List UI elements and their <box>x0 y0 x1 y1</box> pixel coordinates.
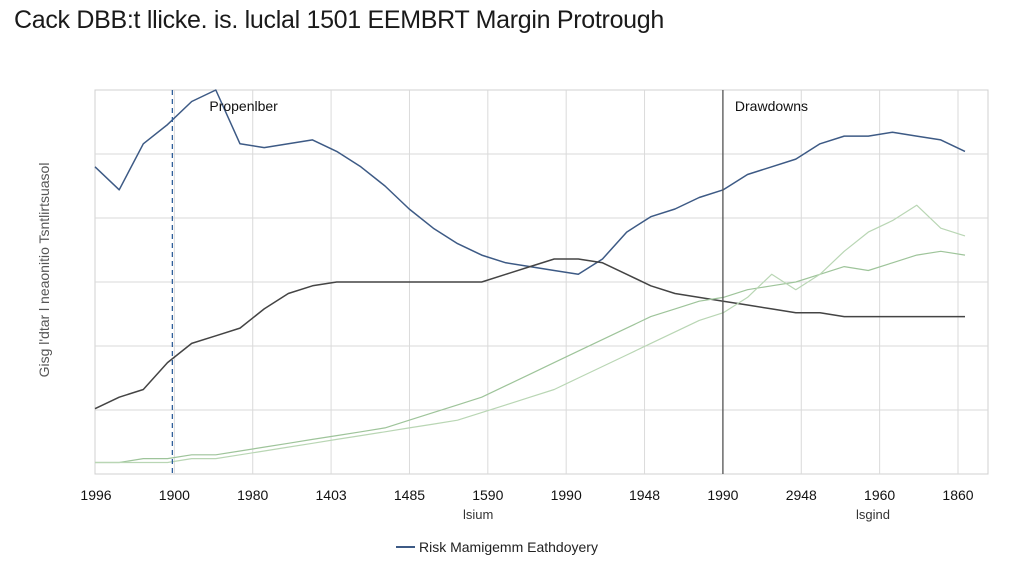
x-tick-labels: 1996 1900 1980 1403 1485 1590 1990 1948 1990 2948… <box>80 487 973 503</box>
x-tick-label: 1485 <box>394 487 425 503</box>
legend: Risk Mamigemm Eathdoyery <box>396 539 598 555</box>
series-line-1 <box>94 89 966 276</box>
x-tick-label: 1990 <box>551 487 582 503</box>
x-tick-label: 1996 <box>80 487 111 503</box>
x-axis-label: lsium <box>463 507 494 522</box>
annotation-label: Propenlber <box>209 98 278 114</box>
x-tick-label: 2948 <box>786 487 817 503</box>
legend-label: Risk Mamigemm Eathdoyery <box>419 539 598 555</box>
series-line-2 <box>94 258 965 410</box>
series-line-4 <box>95 204 966 464</box>
series-lines <box>94 89 966 464</box>
annotation-label: Drawdowns <box>735 98 808 114</box>
x-tick-label: 1960 <box>864 487 895 503</box>
x-tick-label: 1980 <box>237 487 268 503</box>
x-axis-label-right: lsgind <box>856 507 890 522</box>
x-tick-label: 1990 <box>707 487 738 503</box>
series-line-3 <box>95 250 966 464</box>
chart-title: Cack DBB:t llicke. is. luclal 1501 EEMBR… <box>14 6 664 34</box>
x-tick-label: 1590 <box>472 487 503 503</box>
x-tick-label: 1403 <box>316 487 347 503</box>
x-tick-label: 1860 <box>942 487 973 503</box>
x-tick-label: 1900 <box>159 487 190 503</box>
x-tick-label: 1948 <box>629 487 660 503</box>
annotation-markers: Propenlber Drawdowns <box>171 90 808 474</box>
legend-swatch <box>396 546 415 548</box>
grid-lines <box>94 89 989 475</box>
